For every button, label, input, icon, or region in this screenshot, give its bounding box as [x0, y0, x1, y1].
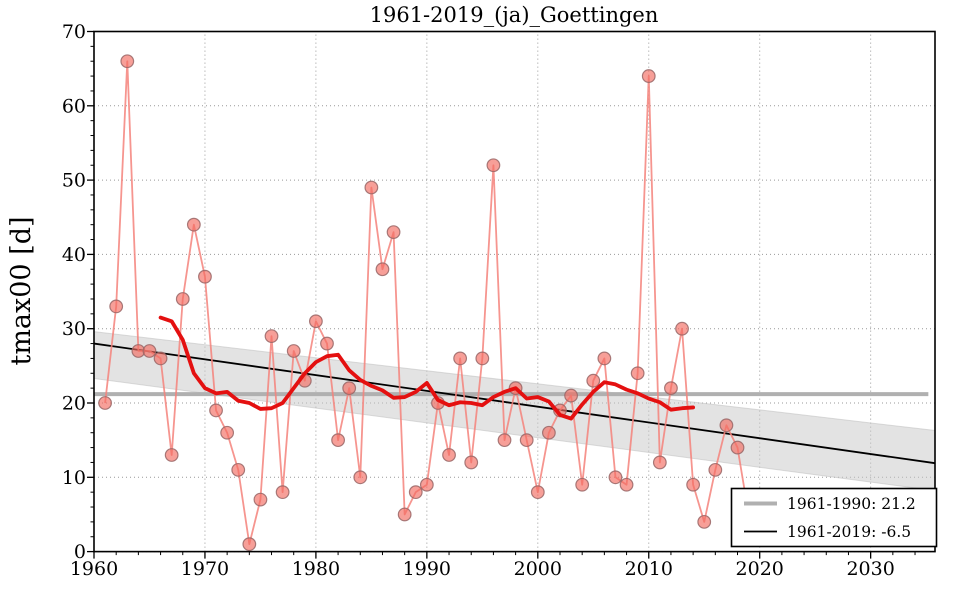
data-point-2013 [675, 321, 689, 336]
x-tick-label-1980: 1980 [292, 558, 340, 580]
x-tick-label-1990: 1990 [403, 558, 451, 580]
data-point-1967 [164, 448, 179, 462]
trend-line [93, 342, 936, 465]
x-tick-label-1960: 1960 [70, 558, 118, 580]
data-point-2012 [664, 381, 678, 396]
data-point-1975 [253, 492, 268, 507]
smoothed-series-line [158, 315, 696, 421]
y-tick-label-30: 30 [62, 318, 86, 340]
data-point-2011 [652, 455, 667, 470]
x-tick-label-2020: 2020 [736, 558, 784, 580]
data-point-1966 [153, 351, 168, 366]
data-point-1985 [364, 180, 379, 195]
y-axis-label: tmax00 [d] [6, 216, 37, 365]
data-point-1999 [519, 433, 534, 448]
data-point-1962 [109, 299, 124, 314]
data-point-1989 [408, 485, 423, 500]
data-point-1988 [397, 507, 412, 522]
data-point-1995 [475, 351, 490, 366]
x-tick-label-2030: 2030 [846, 558, 894, 580]
data-point-1978 [286, 344, 301, 358]
data-point-2016 [708, 462, 723, 477]
tick-layer [87, 30, 916, 559]
y-tick-label-70: 70 [62, 21, 86, 43]
data-point-1981 [320, 336, 334, 351]
legend-label-reference: 1961-1990: 21.2 [787, 495, 916, 513]
data-point-1970 [198, 269, 212, 284]
data-point-1974 [242, 537, 257, 552]
data-point-1987 [386, 225, 401, 240]
data-point-1984 [353, 470, 368, 485]
data-point-2000 [530, 485, 545, 500]
data-point-2018 [730, 440, 745, 455]
data-point-1994 [464, 455, 479, 470]
x-tick-label-1970: 1970 [181, 558, 229, 580]
legend-box: 1961-1990: 21.2 1961-2019: -6.5 [730, 487, 938, 548]
data-point-2010 [641, 69, 656, 83]
y-tick-label-40: 40 [62, 244, 86, 266]
data-point-1968 [175, 292, 190, 306]
chart-title: 1961-2019_(ja)_Goettingen [370, 3, 659, 27]
x-tick-label-2000: 2000 [514, 558, 562, 580]
legend-border [730, 487, 938, 548]
y-tick-label-10: 10 [62, 467, 86, 489]
data-point-1976 [264, 329, 279, 344]
y-tick-label-50: 50 [62, 170, 86, 192]
series-layer [93, 54, 936, 552]
data-point-1992 [442, 448, 456, 462]
data-point-2005 [586, 373, 601, 388]
data-point-1986 [375, 262, 390, 277]
data-point-1980 [308, 314, 323, 329]
data-point-1977 [275, 485, 290, 500]
data-point-1997 [497, 433, 512, 448]
data-point-2014 [686, 477, 701, 492]
data-point-1982 [331, 433, 345, 448]
data-point-2007 [608, 470, 623, 485]
legend-label-trend: 1961-2019: -6.5 [787, 523, 911, 541]
data-point-2009 [630, 366, 645, 381]
data-point-2015 [697, 514, 712, 529]
data-point-1990 [419, 477, 434, 492]
data-point-1983 [342, 381, 357, 396]
y-tick-label-0: 0 [74, 541, 86, 563]
data-point-1996 [486, 158, 501, 173]
data-point-1965 [142, 344, 157, 358]
y-tick-label-60: 60 [62, 95, 86, 117]
data-point-1973 [231, 462, 246, 477]
data-point-1971 [209, 403, 223, 418]
data-point-1972 [220, 425, 235, 440]
data-point-1969 [186, 217, 201, 232]
data-point-2017 [719, 418, 734, 433]
tick-label-layer: 1960 1970 1980 1990 2000 2010 2020 203001020304… [62, 21, 895, 580]
y-tick-label-20: 20 [62, 393, 86, 415]
plot-frame [93, 30, 936, 553]
data-point-1993 [453, 351, 468, 366]
data-point-1963 [120, 54, 135, 69]
data-point-2004 [575, 477, 590, 492]
data-point-2003 [564, 388, 578, 403]
data-point-2006 [597, 351, 612, 366]
data-point-1961 [98, 396, 112, 410]
data-point-2001 [541, 425, 556, 440]
x-tick-label-2010: 2010 [625, 558, 673, 580]
data-point-2008 [619, 477, 634, 492]
